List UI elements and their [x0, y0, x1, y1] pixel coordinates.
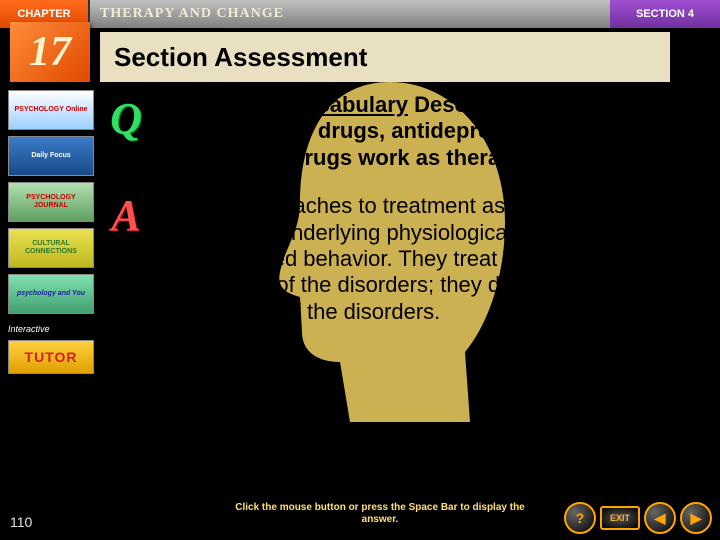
- answer-text: These approaches to treatment assume tha…: [170, 189, 650, 325]
- content-area: Q Review the Vocabulary Describe how ant…: [100, 92, 700, 492]
- sidebar: PSYCHOLOGY Online Daily Focus PSYCHOLOGY…: [8, 90, 94, 374]
- tutor-button[interactable]: TUTOR: [8, 340, 94, 374]
- top-bar: CHAPTER THERAPY AND CHANGE SECTION 4: [0, 0, 720, 28]
- interactive-label: Interactive: [8, 324, 94, 334]
- question-text: Review the Vocabulary Describe how antip…: [170, 92, 660, 171]
- question-icon: Q: [100, 92, 156, 148]
- question-row: Q Review the Vocabulary Describe how ant…: [100, 92, 700, 171]
- sidebar-item-psychology-journal[interactable]: PSYCHOLOGY JOURNAL: [8, 182, 94, 222]
- prev-button[interactable]: ◀: [644, 502, 676, 534]
- subject-title: THERAPY AND CHANGE: [100, 6, 284, 22]
- next-button[interactable]: ▶: [680, 502, 712, 534]
- help-button[interactable]: ?: [564, 502, 596, 534]
- answer-row: A These approaches to treatment assume t…: [100, 189, 700, 325]
- slide-container: CHAPTER THERAPY AND CHANGE SECTION 4 17 …: [0, 0, 720, 540]
- sidebar-item-cultural-connections[interactable]: CULTURAL CONNECTIONS: [8, 228, 94, 268]
- sidebar-item-psychology-and-you[interactable]: psychology and You: [8, 274, 94, 314]
- answer-icon: A: [100, 189, 156, 245]
- section-tab: SECTION 4: [610, 0, 720, 28]
- exit-button[interactable]: EXIT: [600, 506, 640, 530]
- chapter-number-badge: 17: [10, 22, 90, 82]
- sidebar-item-daily-focus[interactable]: Daily Focus: [8, 136, 94, 176]
- vocab-prefix: Review the Vocabulary: [170, 92, 408, 117]
- nav-controls: ? EXIT ◀ ▶: [564, 502, 712, 534]
- footer-hint: Click the mouse button or press the Spac…: [230, 502, 530, 526]
- sidebar-item-psychology-online[interactable]: PSYCHOLOGY Online: [8, 90, 94, 130]
- page-number: 110: [10, 514, 32, 530]
